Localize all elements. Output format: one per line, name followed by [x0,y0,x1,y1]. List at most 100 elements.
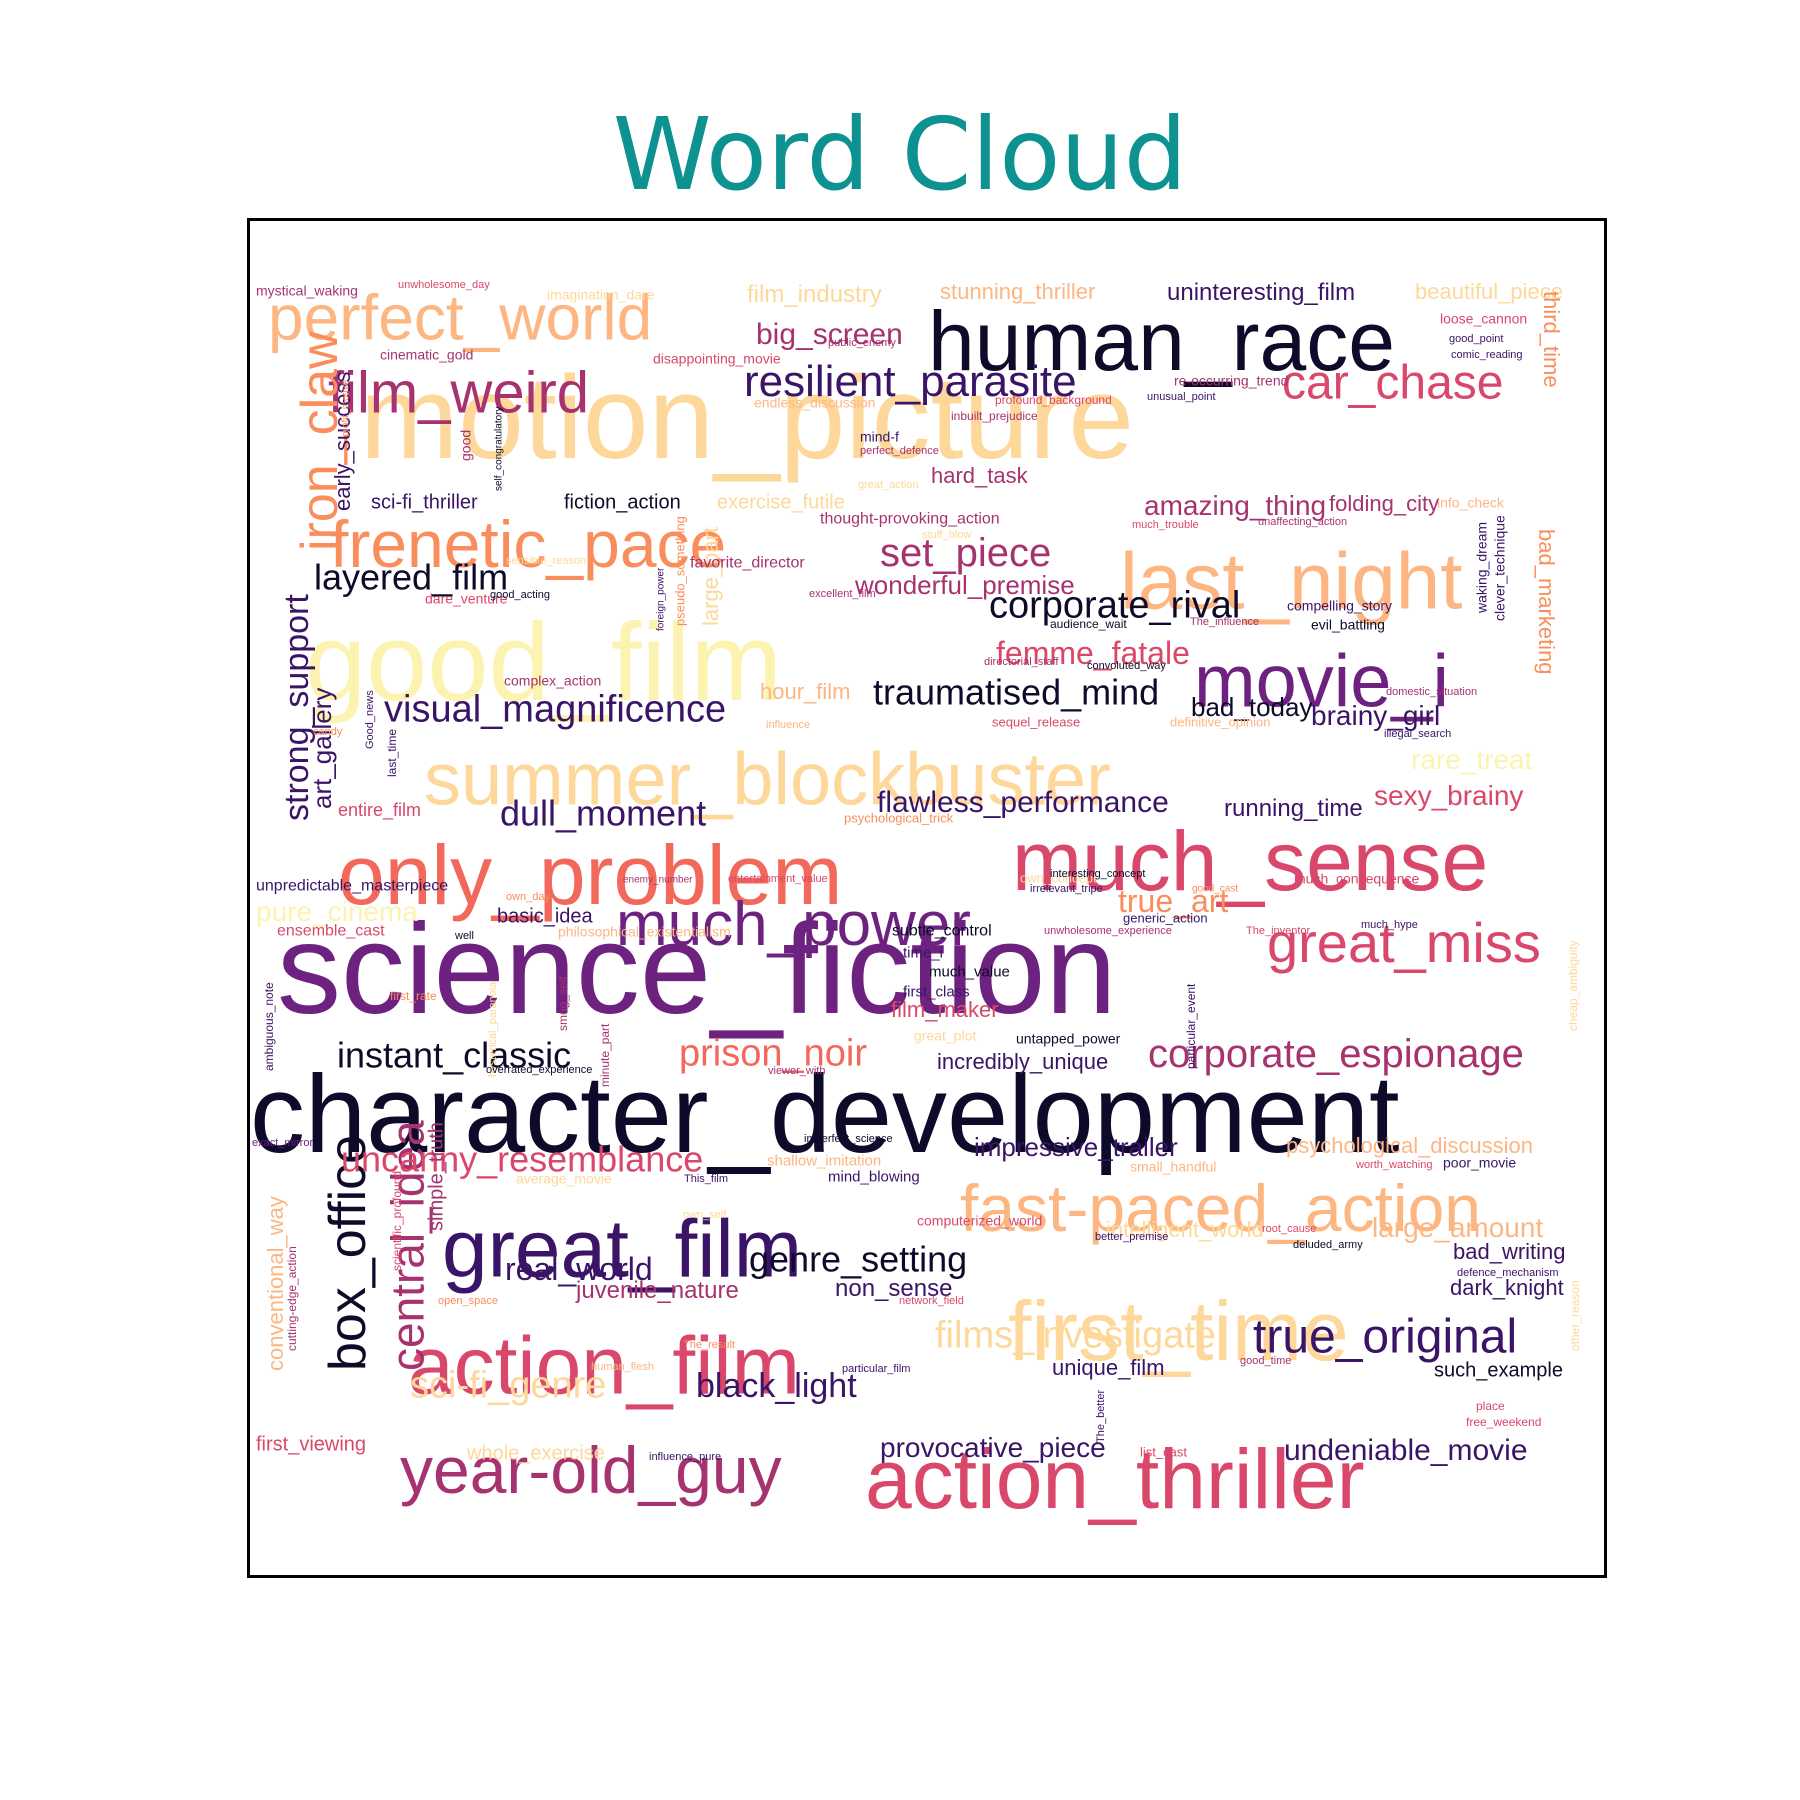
word-such-example: such_example [1434,1360,1563,1382]
word-undeniable-movie: undeniable_movie [1284,1434,1528,1467]
word-femme-fatale: femme_fatale [996,635,1190,671]
word-human-flesh: human_flesh [591,1361,654,1373]
word-subtle-control: subtle_control [892,922,992,939]
word-good-cast: good_cast [1192,883,1238,894]
word-intelligent-world: intelligent_world [1106,1217,1264,1242]
word-this-film: This_film [684,1173,728,1185]
word-unwholesome-day: unwholesome_day [398,279,490,291]
word-whole-exercise: whole_exercise [466,1443,605,1465]
word-much-power: much_power [616,890,971,959]
word-particular-event: particular_event [1184,983,1198,1069]
word-corporate-espionage: corporate_espionage [1148,1032,1524,1076]
word-favorite-director: favorite_director [690,554,805,571]
word-uninteresting-film: uninteresting_film [1167,279,1355,306]
word-computerized-world: computerized_world [917,1212,1042,1228]
word-third-time: third_time [1539,291,1564,388]
word-overrated-experience: overrated_experience [486,1064,592,1076]
word-incredibly-unique: incredibly_unique [937,1049,1108,1074]
word-mind-blowing: mind_blowing [828,1168,920,1185]
word-car-chase: car_chase [1282,357,1503,410]
word-own-self: own_self [683,1209,727,1221]
word-stunning-thriller: stunning_thriller [940,279,1095,304]
word-influence: influence [766,719,810,731]
word-the-influence: The_influence [1190,616,1259,628]
word-ambiguous-note: ambiguous_note [262,982,276,1071]
word-unaffecting-action: unaffecting_action [1258,516,1347,528]
word-fiction-action: fiction_action [564,492,681,514]
word-year-old-guy: year-old_guy [400,1433,782,1507]
word-poor-movie: poor_movie [1443,1154,1516,1170]
word-complex-action: complex_action [504,672,601,688]
word-profound-background: profound_background [995,393,1112,407]
word-thought-provoking-action: thought-provoking_action [820,510,1000,527]
word-impressive-trailer: impressive_trailer [974,1132,1178,1162]
word-audience-wait: audience_wait [1050,617,1127,631]
word-public-enemy: public_enemy [828,337,896,349]
word-scientific-profound: scientific_profound [390,1171,404,1271]
word-mind-f: mind-f [860,428,899,444]
word-waking-dream: waking_dream [1473,522,1489,614]
word-imperfect-science: imperfect_science [804,1133,893,1145]
word-re-occurring-trend: re-occurring_trend [1174,372,1288,388]
word-ensemble-cast: ensemble_cast [277,922,385,939]
word-sci-fi-thriller: sci-fi_thriller [371,492,478,514]
word-sci-fi-genre: sci-fi_genre [410,1364,606,1406]
word-great-film: great_film [442,1203,802,1294]
word-iron-claw: iron_claw [291,331,349,551]
word-list-cast: list_cast [1140,1445,1187,1460]
word-great-action: great_action [858,479,919,491]
word-the-result: The_result [683,1339,735,1351]
word-convoluted-way: convoluted_way [1087,660,1166,672]
word-self-congratulatory: self_congratulatory [493,407,504,492]
word-the-better: The_better [1095,1389,1107,1443]
word-human-race: human_race [928,294,1395,388]
word-untapped-power: untapped_power [1016,1030,1121,1046]
word-exact-mirror: exact_mirror [252,1137,313,1149]
word-illegal-search: illegal_search [1384,728,1451,740]
word-mystical-waking: mystical_waking [256,282,358,298]
word-flawless-performance: flawless_performance [877,786,1169,819]
word-box-office: box_office [319,1135,377,1371]
word-bad-marketing: bad_marketing [1534,529,1559,675]
word-worth-watching: worth_watching [1355,1159,1432,1171]
word-better-premise: better_premise [1095,1231,1168,1243]
word-hard-task: hard_task [931,463,1029,488]
word-basic-idea: basic_idea [497,906,594,928]
word-art-gallery: art_gallery [307,688,337,809]
word-own-concept: own_concept [1020,871,1097,886]
word-great-plot: great_plot [914,1027,976,1043]
word-particular-film: particular_film [842,1363,910,1375]
word-open-space: open_space [438,1295,498,1307]
word-rare-treat: rare_treat [1411,744,1533,775]
word-dark-knight: dark_knight [1450,1275,1564,1300]
word-info-check: info_check [1437,494,1505,510]
word-good-news: Good_news [364,690,376,749]
word-last-time: last_time [385,729,399,777]
word-action-thriller: action_thriller [865,1432,1365,1526]
word-psychological-discussion: psychological_discussion [1286,1133,1533,1158]
word-much-sense: much_sense [1012,814,1488,908]
word-movie-i: movie_i [1194,640,1449,723]
word-network-field: network_field [899,1295,964,1307]
word-cutting-edge-action: cutting-edge_action [285,1246,299,1351]
word-psychological-trick: psychological_trick [844,811,954,826]
word-dull-moment: dull_moment [500,792,706,833]
word-entire-film: entire_film [338,800,421,821]
word-layered-film: layered_film [314,556,508,597]
word-cheap-ambiguity: cheap_ambiguity [1566,940,1580,1031]
word-endless-discussion: endless_discussion [754,394,875,410]
word-much-hype: much_hype [1361,919,1418,931]
word-first-rate: first_rate [390,989,437,1003]
word-time-i: time_i [903,944,943,961]
word-frenetic-pace: frenetic_pace [330,507,726,581]
word-traumatised-mind: traumatised_mind [873,671,1159,712]
word-free-weekend: free_weekend [1466,1415,1541,1429]
word-unusual-point: unusual_point [1147,391,1216,403]
word-folding-city: folding_city [1329,491,1439,516]
word-fast-paced-action: fast-paced_action [960,1171,1481,1245]
word-directorial-staff: directorial_staff [984,656,1059,668]
word-good-film: good_film [305,601,782,724]
word-good: good [457,430,473,461]
word-candy: candy [313,726,343,738]
